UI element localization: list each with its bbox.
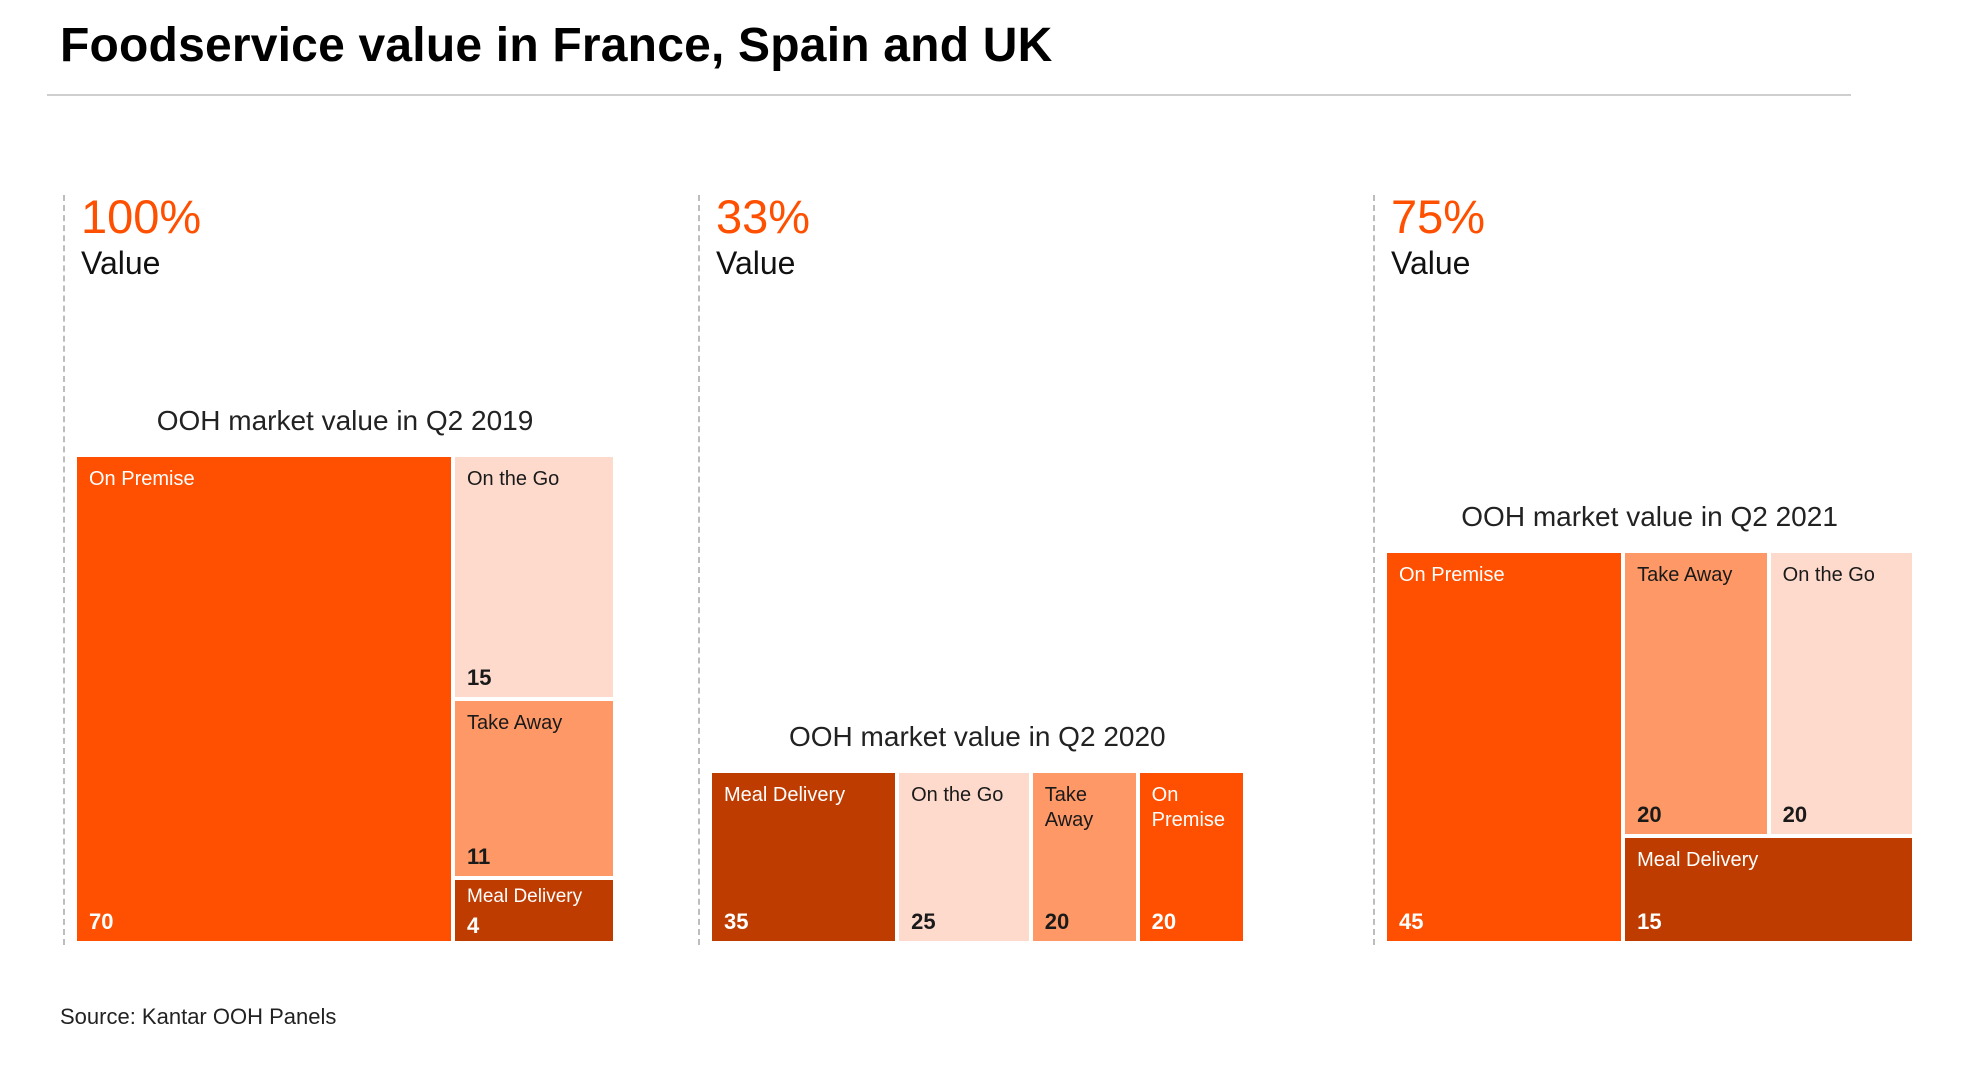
tile-meal-delivery: Meal Delivery 4 bbox=[453, 877, 615, 943]
tile-value: 11 bbox=[467, 843, 491, 869]
tile-on-the-go: On the Go 25 bbox=[897, 770, 1031, 943]
tile-label: On the Go bbox=[467, 468, 560, 490]
tile-value: 20 bbox=[1782, 802, 1808, 828]
tile-label: Take Away bbox=[1044, 783, 1094, 831]
value-percent-label: Value bbox=[716, 245, 796, 281]
tile-label: On Premise bbox=[1399, 563, 1505, 586]
tile-value: 35 bbox=[724, 908, 749, 934]
panel-divider-line bbox=[698, 195, 700, 945]
tile-value: 25 bbox=[911, 908, 936, 934]
tile-on-the-go: On the Go 20 bbox=[1768, 550, 1915, 837]
tile-on-premise: On Premise 20 bbox=[1137, 770, 1245, 943]
tile-value: 20 bbox=[1151, 908, 1177, 934]
tile-label: Meal Delivery bbox=[724, 783, 846, 806]
tile-label: Take Away bbox=[1637, 563, 1733, 586]
tile-label: Meal Delivery bbox=[1637, 849, 1759, 872]
tile-meal-delivery: Meal Delivery 35 bbox=[710, 770, 898, 943]
tile-on-the-go: On the Go 15 bbox=[453, 455, 615, 699]
value-percent: 75% bbox=[1391, 190, 1486, 243]
tile-value: 15 bbox=[1637, 908, 1662, 934]
tile-label: On Premise bbox=[89, 468, 195, 490]
tile-value: 15 bbox=[467, 665, 492, 690]
tile-value: 20 bbox=[1044, 908, 1070, 934]
treemap-title: OOH market value in Q2 2020 bbox=[788, 720, 1166, 752]
title-divider bbox=[47, 94, 1851, 96]
tile-take-away: Take Away 20 bbox=[1623, 550, 1769, 837]
value-percent: 33% bbox=[716, 190, 811, 243]
page-title: Foodservice value in France, Spain and U… bbox=[60, 19, 1053, 72]
tile-on-premise: On Premise 45 bbox=[1385, 550, 1624, 943]
tile-meal-delivery: Meal Delivery 15 bbox=[1623, 836, 1915, 943]
tile-on-premise: On Premise 70 bbox=[75, 455, 453, 943]
source-note: Source: Kantar OOH Panels bbox=[60, 1004, 337, 1029]
panel-divider-line bbox=[1373, 195, 1375, 945]
tile-label: On the Go bbox=[911, 783, 1004, 806]
tile-label: Meal Delivery bbox=[467, 885, 583, 907]
tile-take-away: Take Away 11 bbox=[453, 699, 615, 878]
tile-take-away: Take Away 20 bbox=[1030, 770, 1138, 943]
tile-value: 70 bbox=[89, 909, 114, 934]
tile-label: On Premise bbox=[1151, 783, 1226, 831]
treemap-title: OOH market value in Q2 2019 bbox=[156, 405, 534, 436]
tile-label: Take Away bbox=[467, 712, 563, 734]
value-percent-label: Value bbox=[81, 245, 161, 281]
value-percent-label: Value bbox=[1391, 245, 1471, 281]
tile-value: 45 bbox=[1399, 908, 1424, 934]
tile-label: On the Go bbox=[1782, 563, 1875, 586]
tile-value: 4 bbox=[467, 912, 480, 938]
treemap-title: OOH market value in Q2 2021 bbox=[1461, 500, 1838, 532]
treemap-q2-2019: OOH market value in Q2 2019 On Premise 70… bbox=[75, 405, 615, 943]
value-percent: 100% bbox=[81, 190, 202, 243]
panel-divider-line bbox=[63, 195, 65, 945]
treemap-q2-2021: OOH market value in Q2 2021 On Premise 45… bbox=[1385, 500, 1915, 943]
tile-value: 20 bbox=[1637, 802, 1662, 828]
treemap-q2-2020: OOH market value in Q2 2020 Meal Deliver… bbox=[710, 721, 1245, 943]
